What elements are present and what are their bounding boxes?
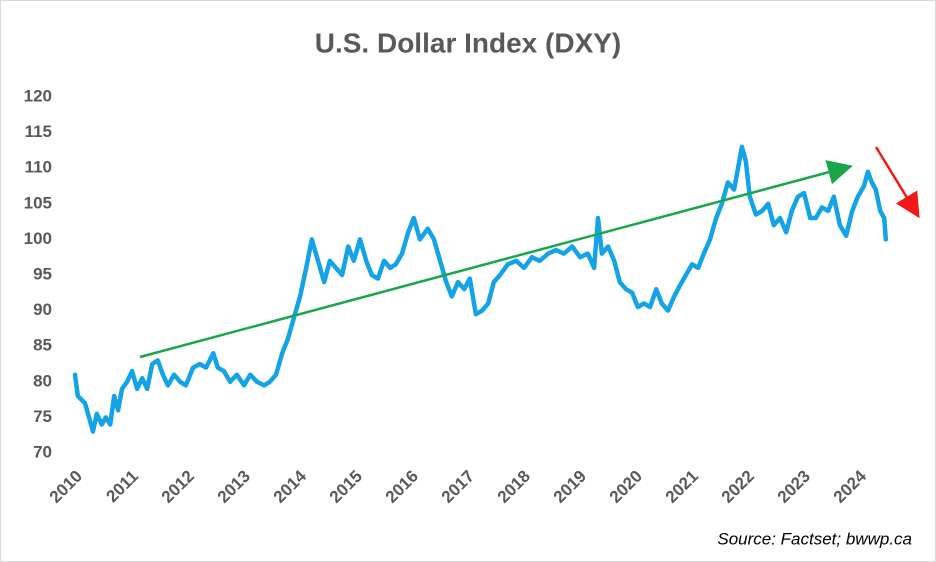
- y-tick-label: 70: [33, 442, 52, 461]
- trend-arrow-up: [139, 160, 853, 359]
- y-tick-label: 75: [33, 407, 52, 426]
- y-tick-label: 105: [24, 193, 52, 212]
- y-tick-label: 120: [24, 86, 52, 105]
- data-line: [72, 144, 889, 434]
- trend-arrow-down: [874, 146, 920, 219]
- y-tick-label: 100: [24, 229, 52, 248]
- y-tick-label: 115: [25, 122, 52, 141]
- y-tick-label: 110: [25, 158, 52, 177]
- source-note: Source: Factset; bwwp.ca: [717, 529, 912, 548]
- y-tick-label: 90: [33, 300, 52, 319]
- chart-title: U.S. Dollar Index (DXY): [315, 27, 622, 58]
- y-tick-label: 80: [33, 371, 52, 390]
- y-tick-label: 85: [33, 336, 52, 355]
- y-tick-label: 95: [33, 264, 52, 283]
